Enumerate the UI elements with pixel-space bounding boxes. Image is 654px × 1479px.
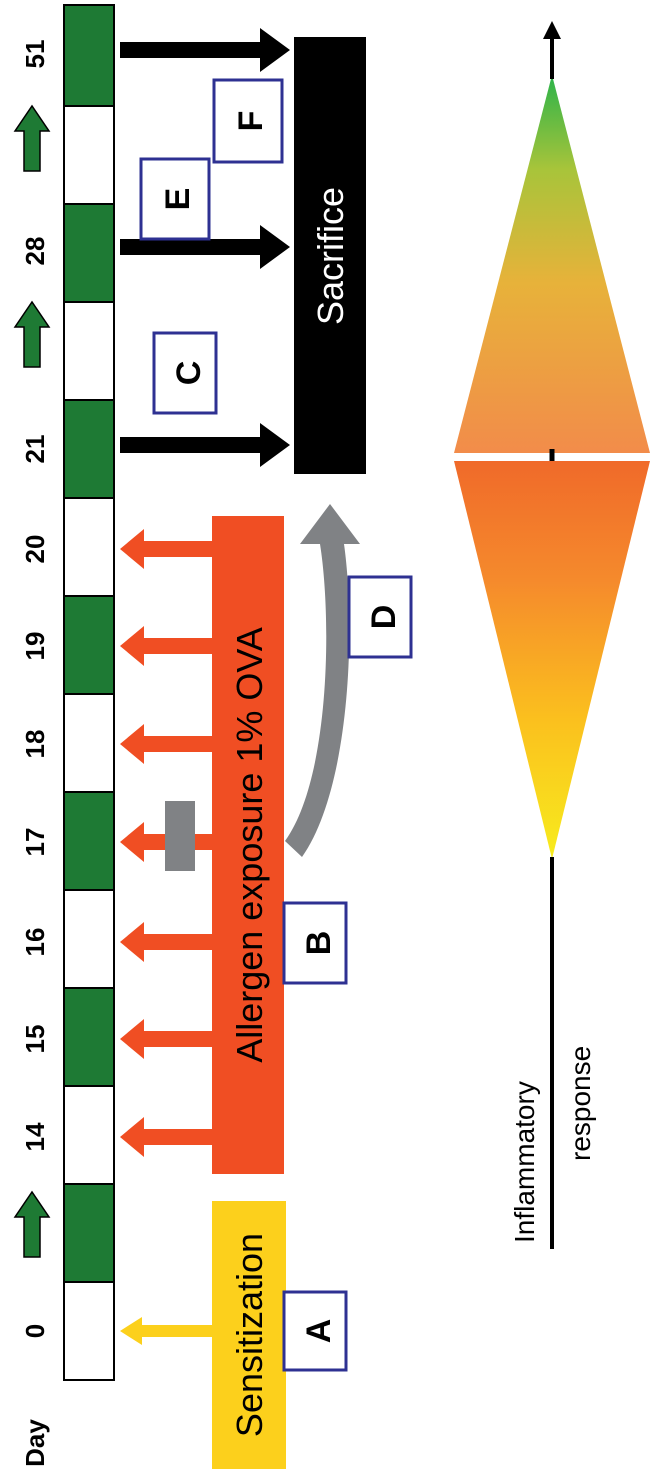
- svg-text:B: B: [300, 931, 338, 956]
- day-axis-label: Day: [20, 1419, 50, 1467]
- panel-label-d: D: [347, 575, 413, 659]
- timeline-segment: [63, 399, 115, 499]
- timeline-segment: [63, 987, 115, 1087]
- day-label-51: 51: [20, 40, 50, 69]
- day-label-20: 20: [20, 535, 50, 564]
- timeline-segment: [63, 791, 115, 891]
- svg-text:D: D: [365, 605, 403, 630]
- timeline-segment: [63, 301, 115, 401]
- timeline-segment: [63, 203, 115, 303]
- panel-label-f: F: [212, 78, 284, 164]
- sacrifice-arrow-icon: [120, 28, 290, 72]
- svg-text:C: C: [170, 361, 208, 386]
- curved-arrow-stub: [165, 801, 195, 871]
- sacrifice-arrows: [120, 28, 290, 467]
- gap-arrow-icon: [13, 300, 51, 368]
- panel-label-a: A: [282, 1290, 348, 1372]
- timeline-segment: [63, 1183, 115, 1283]
- timeline-segment: [63, 497, 115, 597]
- allergen-arrow-icon: [120, 529, 212, 569]
- inflammatory-response-shape: [450, 69, 654, 859]
- day-label-0: 0: [20, 1324, 50, 1338]
- panel-label-b: B: [282, 901, 348, 985]
- panel-label-e: E: [139, 157, 211, 241]
- timeline-segment: [63, 1281, 115, 1381]
- day-labels: 0 14 15 16 17 18 19 20 21 28 51: [20, 40, 50, 1339]
- day-label-21: 21: [20, 435, 50, 464]
- timeline-segment: [63, 4, 115, 107]
- response-axis-arrow-icon: [543, 21, 561, 39]
- response-label-line2: response: [565, 1046, 596, 1161]
- day-label-15: 15: [20, 1025, 50, 1054]
- timeline-segment: [63, 1085, 115, 1185]
- timeline-segment: [63, 595, 115, 695]
- day-label-18: 18: [20, 730, 50, 759]
- allergen-exposure-label: Allergen exposure 1% OVA: [229, 627, 270, 1063]
- allergen-arrow-icon: [120, 724, 212, 764]
- allergen-arrows: [120, 529, 212, 1157]
- allergen-arrow-icon: [120, 626, 212, 666]
- curved-arrow-icon: [285, 504, 360, 857]
- timeline-bar: [63, 4, 115, 1381]
- day-label-28: 28: [20, 237, 50, 266]
- sacrifice-box: [294, 37, 366, 474]
- svg-text:A: A: [300, 1319, 338, 1344]
- day-label-16: 16: [20, 928, 50, 957]
- gap-arrow-icon: [13, 104, 51, 172]
- sacrifice-arrow-icon: [120, 225, 290, 269]
- sensitization-label: Sensitization: [229, 1233, 270, 1437]
- response-label-line1: Inflammatory: [509, 1081, 540, 1243]
- time-gap-arrows: [13, 104, 51, 1258]
- allergen-exposure-box: [212, 516, 284, 1174]
- panel-label-c: C: [152, 331, 218, 415]
- allergen-arrow-icon: [120, 922, 212, 962]
- sensitization-arrow-icon: [120, 1317, 212, 1345]
- day-label-17: 17: [20, 828, 50, 857]
- timeline-segment: [63, 889, 115, 989]
- sacrifice-arrow-icon: [120, 423, 290, 467]
- sacrifice-label: Sacrifice: [310, 187, 351, 325]
- day-label-14: 14: [20, 1122, 50, 1151]
- sensitization-box: [212, 1201, 286, 1469]
- svg-text:E: E: [159, 188, 197, 211]
- allergen-arrow-icon: [120, 1117, 212, 1157]
- timeline-segment: [63, 693, 115, 793]
- timeline-segment: [63, 105, 115, 205]
- day-label-19: 19: [20, 632, 50, 661]
- gap-arrow-icon: [13, 1190, 51, 1258]
- svg-text:F: F: [232, 111, 270, 132]
- allergen-arrow-icon: [120, 1019, 212, 1059]
